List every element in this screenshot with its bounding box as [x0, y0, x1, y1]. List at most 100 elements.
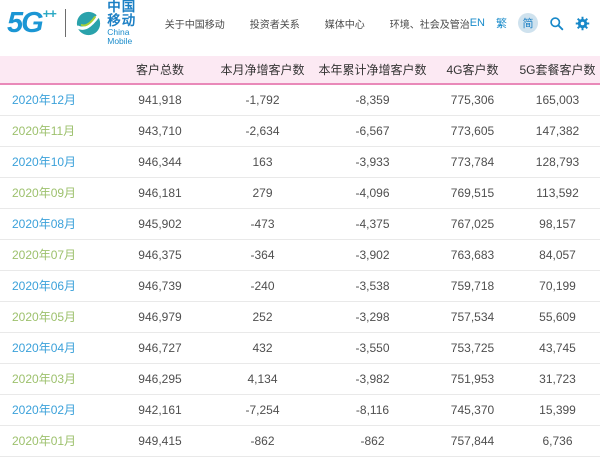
brand-name-cn: 中国移动 [107, 0, 137, 29]
month-link-2020-02[interactable]: 2020年02月 [12, 403, 77, 417]
nav-item-esg[interactable]: 环境、社会及管治 [389, 19, 470, 31]
col-header-empty [0, 56, 110, 85]
cell-4g: 757,534 [450, 309, 495, 324]
lang-traditional-link[interactable]: 繁 [496, 18, 507, 30]
nav-item-media-center[interactable]: 媒体中心 [324, 19, 365, 31]
cell-total: 946,727 [138, 340, 182, 355]
cell-4g: 751,953 [450, 371, 495, 386]
search-icon[interactable] [549, 16, 564, 31]
cell-5g: 147,382 [535, 123, 580, 138]
cell-total: 946,739 [138, 278, 182, 293]
5g-logo-text: 5G [7, 6, 44, 39]
cell-4g: 769,515 [450, 185, 495, 200]
table-row: 2020年05月 946,979 252 -3,298 757,534 55,6… [0, 301, 600, 332]
month-link-2020-10[interactable]: 2020年10月 [12, 155, 77, 169]
cell-total: 946,181 [138, 185, 182, 200]
cell-5g: 113,592 [536, 185, 579, 200]
cell-5g: 31,723 [539, 371, 576, 386]
month-link-2020-08[interactable]: 2020年08月 [12, 217, 77, 231]
cell-monthly-net: 279 [252, 185, 273, 200]
table-row: 2020年09月 946,181 279 -4,096 769,515 113,… [0, 177, 600, 208]
5g-plus-logo[interactable]: 5G ++ [7, 5, 57, 39]
month-link-2020-05[interactable]: 2020年05月 [12, 310, 77, 324]
cell-5g: 43,745 [539, 340, 576, 355]
table-row: 2020年04月 946,727 432 -3,550 753,725 43,7… [0, 332, 600, 363]
cell-5g: 84,057 [539, 247, 576, 262]
cell-monthly-net: 432 [252, 340, 273, 355]
cell-total: 943,710 [138, 123, 182, 138]
col-header-5g-package-customers: 5G套餐客户数 [515, 56, 600, 85]
table-row: 2020年07月 946,375 -364 -3,902 763,683 84,… [0, 239, 600, 270]
lang-en-link[interactable]: EN [469, 17, 485, 29]
col-header-total-customers: 客户总数 [110, 56, 210, 85]
site-header: 5G ++ 中国移动 China Mobile 关于中国移动 投资者关系 媒体中… [0, 0, 600, 46]
gear-icon[interactable] [575, 16, 590, 31]
col-header-ytd-net-add: 本年累计净增客户数 [315, 56, 430, 85]
cell-ytd-net: -3,902 [355, 247, 390, 262]
month-link-2020-09[interactable]: 2020年09月 [12, 186, 77, 200]
month-link-2020-12[interactable]: 2020年12月 [12, 93, 77, 108]
cell-5g: 165,003 [535, 92, 580, 107]
cell-total: 941,918 [138, 92, 182, 107]
table-row: 2020年01月 949,415 -862 -862 757,844 6,736 [0, 425, 600, 456]
table-row: 2020年03月 946,295 4,134 -3,982 751,953 31… [0, 363, 600, 394]
cell-4g: 775,306 [450, 92, 495, 107]
cell-monthly-net: -473 [250, 216, 275, 231]
table-header-row: 客户总数 本月净增客户数 本年累计净增客户数 4G客户数 5G套餐客户数 [0, 56, 600, 85]
cell-ytd-net: -3,298 [355, 309, 390, 324]
cell-5g: 128,793 [535, 154, 580, 169]
cell-total: 946,344 [138, 154, 182, 169]
month-link-2020-03[interactable]: 2020年03月 [12, 372, 77, 386]
nav-item-about[interactable]: 关于中国移动 [164, 19, 225, 31]
month-link-2020-11[interactable]: 2020年11月 [12, 124, 76, 138]
cell-5g: 55,609 [539, 309, 576, 324]
cell-monthly-net: -240 [250, 278, 275, 293]
cell-monthly-net: -1,792 [245, 92, 280, 107]
month-link-2020-06[interactable]: 2020年06月 [12, 279, 77, 293]
cell-monthly-net: 4,134 [247, 371, 278, 386]
cell-monthly-net: -7,254 [245, 402, 280, 417]
cell-monthly-net: 163 [252, 154, 273, 169]
customer-numbers-table: 客户总数 本月净增客户数 本年累计净增客户数 4G客户数 5G套餐客户数 202… [0, 56, 600, 457]
cell-total: 945,902 [138, 216, 182, 231]
cell-total: 949,415 [138, 433, 182, 448]
main-nav: 关于中国移动 投资者关系 媒体中心 环境、社会及管治 [165, 16, 470, 31]
china-mobile-logo[interactable]: 中国移动 China Mobile [75, 0, 136, 46]
cell-ytd-net: -6,567 [355, 123, 390, 138]
cell-ytd-net: -3,982 [355, 371, 390, 386]
month-link-2020-07[interactable]: 2020年07月 [12, 248, 77, 262]
month-link-2020-01[interactable]: 2020年01月 [12, 434, 77, 448]
cell-5g: 6,736 [542, 433, 573, 448]
lang-simplified-active[interactable]: 简 [518, 13, 538, 33]
cell-total: 946,295 [138, 371, 182, 386]
cell-ytd-net: -3,538 [355, 278, 390, 293]
cell-4g: 763,683 [450, 247, 495, 262]
table-row: 2020年10月 946,344 163 -3,933 773,784 128,… [0, 146, 600, 177]
cell-4g: 745,370 [450, 402, 495, 417]
table-row: 2020年12月 941,918 -1,792 -8,359 775,306 1… [0, 84, 600, 115]
nav-item-investor-relations[interactable]: 投资者关系 [249, 19, 300, 31]
cell-monthly-net: -364 [250, 247, 275, 262]
header-actions: EN 繁 简 [470, 13, 590, 33]
table-row: 2020年11月 943,710 -2,634 -6,567 773,605 1… [0, 115, 600, 146]
china-mobile-swirl-icon [75, 10, 102, 37]
col-header-monthly-net-add: 本月净增客户数 [210, 56, 315, 85]
cell-5g: 70,199 [539, 278, 576, 293]
brand-name-en: China Mobile [107, 27, 133, 47]
cell-5g: 15,399 [539, 402, 576, 417]
cell-4g: 773,605 [450, 123, 495, 138]
cell-4g: 753,725 [450, 340, 495, 355]
table-row: 2020年02月 942,161 -7,254 -8,116 745,370 1… [0, 394, 600, 425]
cell-total: 942,161 [138, 402, 182, 417]
cell-ytd-net: -3,933 [355, 154, 390, 169]
5g-logo-plus: ++ [42, 5, 57, 21]
cell-ytd-net: -862 [360, 433, 385, 448]
customer-numbers-table-wrap: 客户总数 本月净增客户数 本年累计净增客户数 4G客户数 5G套餐客户数 202… [0, 56, 600, 457]
col-header-4g-customers: 4G客户数 [430, 56, 515, 85]
cell-total: 946,375 [138, 247, 182, 262]
month-link-2020-04[interactable]: 2020年04月 [12, 341, 77, 355]
cell-ytd-net: -4,375 [355, 216, 390, 231]
cell-ytd-net: -3,550 [355, 340, 390, 355]
cell-ytd-net: -8,359 [355, 92, 390, 107]
cell-4g: 759,718 [450, 278, 495, 293]
